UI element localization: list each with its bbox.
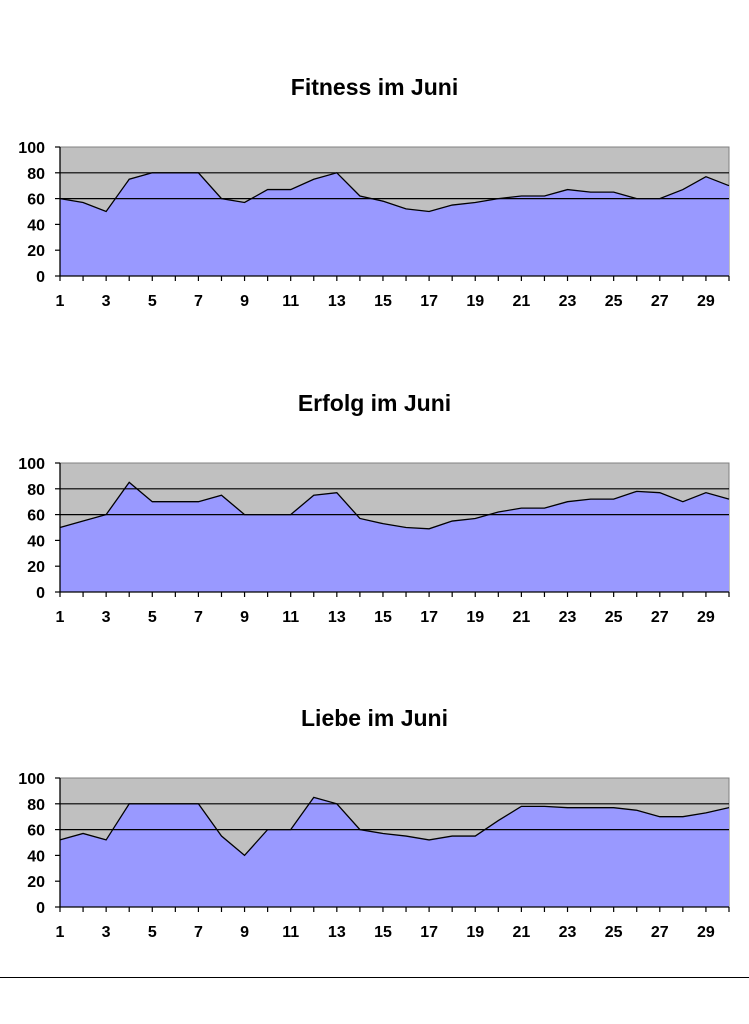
y-tick-label: 100 bbox=[18, 456, 45, 473]
chart-title-erfolg: Erfolg im Juni bbox=[297, 390, 452, 416]
x-tick-label: 15 bbox=[374, 293, 392, 310]
x-tick-label: 21 bbox=[512, 609, 530, 626]
chart-title-liebe: Liebe im Juni bbox=[301, 705, 448, 731]
x-tick-label: 29 bbox=[697, 609, 715, 626]
x-tick-label: 13 bbox=[328, 924, 346, 941]
x-tick-label: 23 bbox=[559, 924, 577, 941]
x-tick-label: 9 bbox=[240, 924, 249, 941]
y-tick-label: 60 bbox=[27, 192, 45, 209]
x-tick-label: 11 bbox=[282, 293, 299, 310]
y-tick-label: 100 bbox=[18, 771, 45, 788]
x-tick-label: 19 bbox=[466, 924, 484, 941]
x-tick-label: 1 bbox=[56, 293, 65, 310]
y-tick-label: 40 bbox=[27, 217, 45, 234]
series-line bbox=[59, 796, 730, 857]
x-tick-label: 13 bbox=[328, 293, 346, 310]
x-tick-label: 9 bbox=[240, 293, 249, 310]
chart-title-fitness: Fitness im Juni bbox=[290, 74, 459, 100]
y-tick-label: 0 bbox=[36, 585, 45, 602]
x-tick-label: 25 bbox=[605, 609, 623, 626]
x-tick-label: 19 bbox=[466, 609, 484, 626]
x-tick-label: 25 bbox=[605, 924, 623, 941]
x-tick-label: 21 bbox=[512, 924, 530, 941]
x-tick-label: 17 bbox=[420, 609, 438, 626]
x-tick-label: 19 bbox=[466, 293, 484, 310]
x-tick-label: 11 bbox=[282, 609, 299, 626]
y-tick-label: 60 bbox=[27, 508, 45, 525]
y-tick-label: 20 bbox=[27, 559, 45, 576]
y-tick-label: 60 bbox=[27, 823, 45, 840]
x-tick-label: 27 bbox=[651, 924, 669, 941]
x-tick-label: 11 bbox=[282, 924, 299, 941]
series-line bbox=[59, 481, 730, 530]
x-tick-label: 29 bbox=[697, 293, 715, 310]
x-tick-label: 1 bbox=[56, 609, 65, 626]
x-tick-label: 9 bbox=[240, 609, 249, 626]
x-tick-label: 23 bbox=[559, 609, 577, 626]
x-tick-label: 15 bbox=[374, 924, 392, 941]
x-tick-label: 21 bbox=[512, 293, 530, 310]
x-tick-label: 27 bbox=[651, 609, 669, 626]
x-tick-label: 5 bbox=[148, 609, 157, 626]
x-tick-label: 25 bbox=[605, 293, 623, 310]
y-tick-label: 80 bbox=[27, 166, 45, 183]
x-tick-label: 3 bbox=[102, 293, 111, 310]
y-tick-label: 20 bbox=[27, 874, 45, 891]
y-tick-label: 40 bbox=[27, 533, 45, 550]
x-tick-label: 7 bbox=[194, 924, 203, 941]
x-tick-label: 17 bbox=[420, 293, 438, 310]
x-tick-label: 23 bbox=[559, 293, 577, 310]
y-tick-label: 80 bbox=[27, 797, 45, 814]
x-tick-label: 27 bbox=[651, 293, 669, 310]
x-tick-label: 17 bbox=[420, 924, 438, 941]
y-tick-label: 80 bbox=[27, 482, 45, 499]
x-tick-label: 13 bbox=[328, 609, 346, 626]
page-divider bbox=[0, 977, 749, 978]
y-tick-label: 100 bbox=[18, 140, 45, 157]
x-tick-label: 15 bbox=[374, 609, 392, 626]
x-tick-label: 29 bbox=[697, 924, 715, 941]
x-tick-label: 7 bbox=[194, 293, 203, 310]
series-area bbox=[60, 797, 729, 907]
y-tick-label: 0 bbox=[36, 269, 45, 286]
x-tick-label: 5 bbox=[148, 924, 157, 941]
x-tick-label: 1 bbox=[56, 924, 65, 941]
x-tick-label: 7 bbox=[194, 609, 203, 626]
y-tick-label: 20 bbox=[27, 243, 45, 260]
series-area bbox=[60, 482, 729, 592]
x-tick-label: 3 bbox=[102, 924, 111, 941]
x-tick-label: 5 bbox=[148, 293, 157, 310]
x-tick-label: 3 bbox=[102, 609, 111, 626]
y-tick-label: 40 bbox=[27, 848, 45, 865]
series-line bbox=[59, 172, 730, 213]
y-tick-label: 0 bbox=[36, 900, 45, 917]
